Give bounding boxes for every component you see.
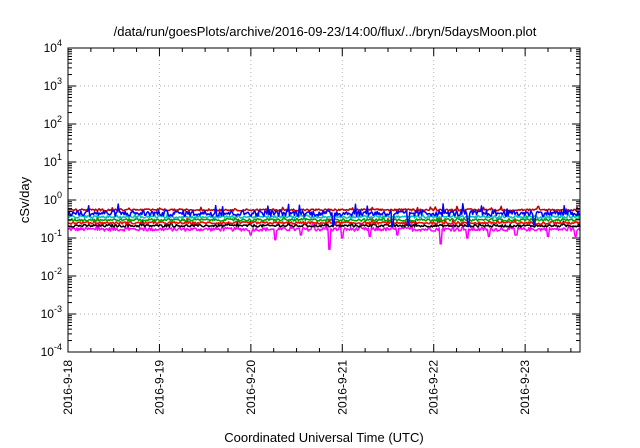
y-tick-label: 103 [44,76,62,93]
x-tick-label: 2016-9-18 [61,360,75,415]
x-tick-label: 2016-9-22 [427,360,441,415]
x-tick-label: 2016-9-20 [244,360,258,415]
x-axis-label: Coordinated Universal Time (UTC) [224,430,423,445]
ticks [67,47,580,353]
x-tick-label: 2016-9-19 [152,360,166,415]
y-tick-label: 10-2 [41,266,62,283]
y-tick-label: 102 [44,114,62,131]
x-tick-label: 2016-9-21 [335,360,349,415]
y-tick-label: 100 [44,190,62,207]
y-tick-label: 10-3 [41,304,62,321]
y-tick-label: 10-1 [41,228,62,245]
x-tick-labels: 2016-9-18 2016-9-19 2016-9-20 2016-9-21 2016… [61,360,532,415]
y-axis-label: cSv/day [17,176,32,223]
chart-title: /data/run/goesPlots/archive/2016-09-23/1… [114,24,537,39]
grid [68,48,580,352]
y-tick-label: 104 [44,38,62,55]
x-tick-label: 2016-9-23 [518,360,532,415]
series-line [67,217,581,225]
series-line [67,202,581,228]
series-line [67,222,581,251]
series-group [67,202,581,251]
series-line [67,220,581,228]
y-tick-labels: 104 103 102 101 100 10-1 10-2 10-3 10-4 [41,38,62,359]
y-tick-label: 10-4 [41,342,62,359]
y-tick-label: 101 [44,152,62,169]
series-line [67,205,581,212]
series-line [67,214,580,222]
